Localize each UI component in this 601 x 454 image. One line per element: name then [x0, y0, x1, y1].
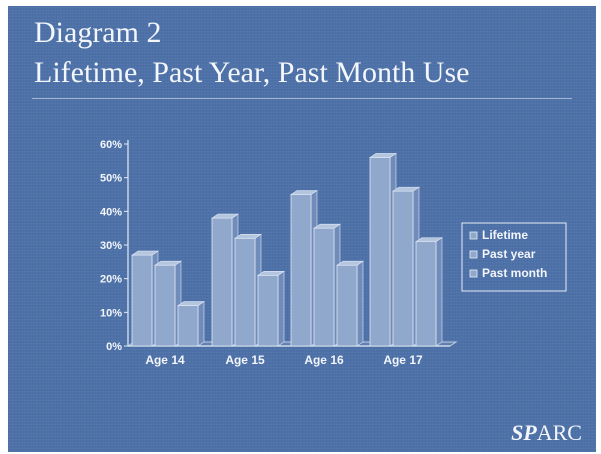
bar-past-year — [313, 227, 335, 347]
bar-side — [197, 301, 205, 347]
bar-past-year — [154, 264, 176, 347]
slide-subtitle: Lifetime, Past Year, Past Month Use — [34, 56, 470, 89]
legend-box — [461, 222, 567, 292]
legend-swatch — [469, 269, 478, 278]
sparc-logo: SPARC — [511, 420, 582, 446]
bar-past-month — [177, 305, 199, 347]
logo-arc: ARC — [536, 420, 582, 445]
y-tick-label: 20% — [100, 274, 122, 286]
legend-swatch — [469, 231, 478, 240]
bar-lifetime — [211, 217, 233, 347]
x-category-label: Age 17 — [383, 353, 423, 367]
bar-top — [154, 260, 182, 266]
x-category-label: Age 16 — [304, 353, 344, 367]
legend-swatch — [469, 250, 478, 259]
bar-top — [415, 237, 443, 242]
bar-lifetime — [369, 157, 391, 347]
bar-side — [356, 260, 364, 347]
y-tick-label: 0% — [106, 341, 122, 353]
x-category-label: Age 14 — [145, 353, 185, 367]
y-tick-label: 30% — [100, 240, 122, 252]
bar-top — [336, 260, 364, 266]
bar-past-year — [234, 237, 256, 347]
slide-title: Diagram 2 — [34, 16, 162, 49]
logo-sp: SP — [511, 420, 537, 445]
bar-top — [131, 250, 159, 256]
bar-top — [257, 270, 285, 276]
y-tick-label: 10% — [100, 307, 122, 319]
bar-chart: 0% 10% 20% 30% 40% 50% 60% Age 14 Age 15 Age 16 Ag… — [100, 139, 567, 367]
bar-lifetime — [290, 194, 312, 347]
slide: Diagram 2 Lifetime, Past Year, Past Mont… — [8, 6, 596, 452]
legend-label: Past year — [482, 247, 536, 261]
x-category-label: Age 15 — [225, 353, 265, 367]
y-tick-label: 40% — [100, 206, 122, 218]
bar-past-month — [336, 264, 358, 347]
bar-top — [313, 223, 341, 229]
bar-top — [290, 190, 318, 195]
bar-past-month — [257, 274, 279, 347]
legend-label: Lifetime — [482, 228, 528, 242]
bar-side — [435, 237, 443, 347]
title-divider — [32, 98, 572, 99]
legend-label: Past month — [482, 266, 547, 280]
bar-past-year — [392, 190, 414, 347]
bar-top — [234, 233, 262, 239]
bar-top — [369, 153, 397, 158]
y-tick-label: 60% — [100, 139, 122, 151]
bar-top — [177, 301, 205, 306]
bar-lifetime — [131, 254, 153, 347]
bar-top — [392, 186, 420, 192]
bar-side — [277, 270, 285, 347]
bar-top — [211, 213, 239, 219]
bar-past-month — [415, 241, 437, 347]
y-tick-label: 50% — [100, 173, 122, 185]
